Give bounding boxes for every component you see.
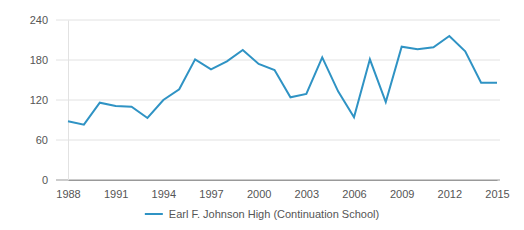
x-tick-label: 2000 <box>247 188 271 200</box>
grid-line <box>56 100 500 101</box>
y-axis-line <box>68 21 69 181</box>
y-tick-label: 60 <box>36 134 48 146</box>
x-tick: 2006 <box>342 180 366 200</box>
x-tick: 1988 <box>56 180 80 200</box>
x-tick-label: 1997 <box>199 188 223 200</box>
y-tick: 0 <box>42 174 68 186</box>
legend-swatch <box>145 213 163 215</box>
x-tick-label: 1994 <box>152 188 176 200</box>
grid-line <box>56 20 500 21</box>
y-tick-label: 180 <box>30 54 48 66</box>
y-tick-label: 120 <box>30 94 48 106</box>
x-tick: 2009 <box>390 180 414 200</box>
x-tick-label: 2015 <box>485 188 509 200</box>
x-tick: 2003 <box>295 180 319 200</box>
y-tick: 120 <box>30 94 68 106</box>
y-tick: 60 <box>36 134 68 146</box>
x-tick-label: 1991 <box>104 188 128 200</box>
y-tick: 240 <box>30 14 68 26</box>
y-tick-label: 240 <box>30 14 48 26</box>
y-axis: 0 60 120 180 240 <box>30 14 69 186</box>
y-tick: 180 <box>30 54 68 66</box>
grid <box>56 20 500 180</box>
x-tick-label: 2009 <box>390 188 414 200</box>
grid-line <box>56 140 500 141</box>
x-axis: 1988 1991 1994 1997 2000 2003 2006 2009 2012 2015 <box>56 180 509 200</box>
legend-label: Earl F. Johnson High (Continuation Schoo… <box>169 208 379 220</box>
grid-line <box>56 180 500 181</box>
x-tick-label: 2003 <box>295 188 319 200</box>
x-tick-label: 2006 <box>342 188 366 200</box>
x-tick: 2012 <box>438 180 462 200</box>
series-line <box>68 36 497 125</box>
x-tick: 2000 <box>247 180 271 200</box>
x-tick: 1994 <box>152 180 176 200</box>
x-tick: 1997 <box>199 180 223 200</box>
plot-area <box>68 36 497 125</box>
legend: Earl F. Johnson High (Continuation Schoo… <box>145 208 379 220</box>
x-tick: 1991 <box>104 180 128 200</box>
chart: 0 60 120 180 240 1988 1991 1994 1997 2000 2003 2006… <box>0 0 524 230</box>
x-tick: 2015 <box>485 180 509 200</box>
legend-item: Earl F. Johnson High (Continuation Schoo… <box>145 208 379 220</box>
y-tick-label: 0 <box>42 174 48 186</box>
x-tick-label: 1988 <box>56 188 80 200</box>
x-axis-line <box>69 180 498 181</box>
grid-line <box>56 60 500 61</box>
x-tick-label: 2012 <box>438 188 462 200</box>
